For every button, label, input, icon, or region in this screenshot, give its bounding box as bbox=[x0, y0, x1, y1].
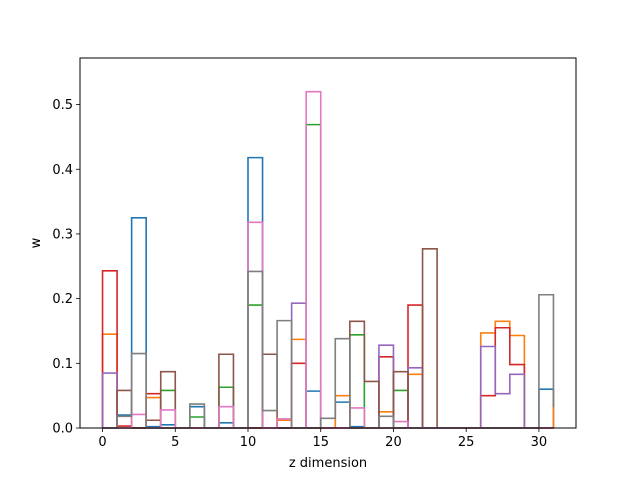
y-axis: 0.0 0.1 0.2 0.3 0.4 0.5 bbox=[52, 98, 80, 437]
histogram-series-4 bbox=[101, 270, 554, 429]
y-tick-label: 0.1 bbox=[52, 357, 73, 372]
x-tick-label: 20 bbox=[385, 435, 402, 450]
histogram-series-1 bbox=[102, 156, 555, 429]
x-tick-label: 15 bbox=[312, 435, 329, 450]
histogram-series-2 bbox=[101, 320, 555, 429]
x-tick-label: 0 bbox=[98, 435, 106, 450]
x-axis: 0 5 10 15 20 25 30 bbox=[98, 428, 547, 450]
y-tick-label: 0.2 bbox=[52, 292, 73, 307]
y-tick-label: 0.5 bbox=[52, 98, 73, 113]
y-tick-label: 0.4 bbox=[52, 163, 73, 178]
histogram-series-7 bbox=[102, 90, 554, 429]
histogram-series-3 bbox=[102, 123, 554, 429]
x-tick-label: 5 bbox=[171, 435, 179, 450]
y-tick-label: 0.3 bbox=[52, 227, 73, 242]
x-axis-label: z dimension bbox=[289, 456, 367, 471]
x-tick-label: 30 bbox=[531, 435, 548, 450]
plot-frame bbox=[79, 57, 577, 429]
plot-series-group bbox=[101, 90, 555, 429]
y-axis-label: w bbox=[29, 237, 44, 248]
y-tick-label: 0.0 bbox=[52, 422, 73, 437]
histogram-series-6 bbox=[102, 248, 554, 429]
histogram-series-8 bbox=[102, 270, 555, 429]
x-tick-label: 25 bbox=[458, 435, 475, 450]
x-tick-label: 10 bbox=[240, 435, 257, 450]
